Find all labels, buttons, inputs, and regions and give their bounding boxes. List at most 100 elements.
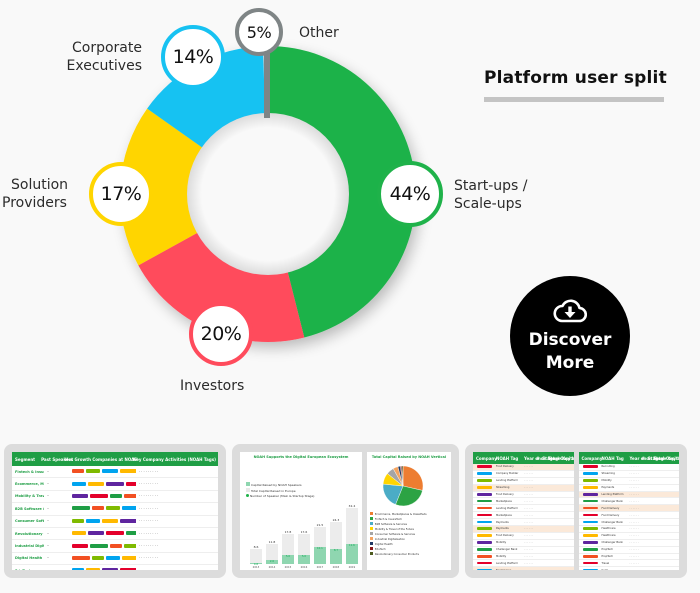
thumbnail-growth-companies[interactable]: Segment Past Speakers Hot Growth Compani… — [4, 444, 226, 578]
logos-cell — [68, 481, 136, 487]
activities-cell: · · · · · · · · · — [139, 544, 158, 549]
table-row: Food Delivery · · · · · · — [473, 533, 574, 540]
details-cell: · · · · · · — [524, 513, 534, 517]
other-pin-line — [264, 52, 270, 118]
details-cell: · · · · · · — [629, 555, 639, 559]
logos-cell — [68, 506, 136, 511]
bar-year-label: 2016 — [300, 566, 308, 569]
noah-tag-cell: Food Delivery — [496, 493, 514, 496]
donut-hole — [187, 113, 349, 275]
table-row: Recruiting · · · · · · — [578, 464, 679, 471]
noah-tag-cell: Travel — [601, 561, 610, 565]
details-cell: · · · · · · — [629, 472, 639, 476]
donut-slice-investors — [138, 222, 305, 342]
noah-tag-cell: Marketplace — [496, 499, 512, 503]
details-cell: · · · · · · — [629, 465, 639, 469]
company-logo-cell — [473, 541, 493, 545]
details-cell: · · · · · · — [627, 569, 642, 570]
logos-cell — [68, 555, 136, 561]
table-row: Food Delivery · · · · · · — [578, 505, 679, 513]
thumbnail-company-list[interactable]: Company NOAH Tag Year on Stage # on Stag… — [465, 444, 687, 578]
bar-total-label: 24.3 — [332, 518, 340, 523]
details-cell: · · · · · · — [524, 479, 534, 483]
noah-tag-cell: Lending Platform — [496, 506, 519, 510]
pie-panel-title: Total Capital Raised by NOAH Vertical — [371, 455, 447, 459]
thumbnail-capital-raised[interactable]: NOAH Supports the Digital European Ecosy… — [232, 444, 459, 578]
thumbnail-capital-raised-content: NOAH Supports the Digital European Ecosy… — [240, 452, 451, 570]
table-body: Recruiting · · · · · · Streaming · · · · · … — [578, 464, 679, 570]
discover-more-button[interactable]: Discover More — [510, 276, 630, 396]
table-row: Consumer Software & Services·· · · · · · … — [12, 516, 218, 528]
bar-column: 8.6 0.8 2013 — [250, 496, 262, 569]
chart-title: Platform user split — [484, 68, 667, 88]
table-row: Company Builder · · · · · · — [473, 471, 574, 478]
bar-year-label: 2013 — [252, 566, 260, 569]
company-logo-cell — [473, 548, 493, 552]
col-header: Key Company Activities (NOAH Tags) — [133, 456, 216, 462]
bar-total: 5.0 — [297, 533, 310, 564]
bar-column: 17.6 5.0 2016 — [297, 496, 310, 569]
mini-pie-legend-item: FinTech & InsureTech — [369, 517, 448, 522]
company-logo-cell — [579, 493, 599, 497]
segment-cell: Industrial Digitalisation — [15, 544, 44, 549]
segment-cell: Mobility & Travel — [15, 494, 44, 499]
bar-noah: 11.6 — [345, 544, 358, 564]
details-cell: · · · · · · — [524, 506, 534, 510]
other-label: Other — [299, 24, 339, 42]
investors-value: 20% — [200, 323, 242, 345]
activities-cell: · · · · · · · · · — [139, 531, 158, 536]
details-cell: · · · · · · — [524, 472, 534, 476]
mini-pie-chart — [382, 465, 424, 507]
bar-total-label: 11.8 — [268, 539, 276, 544]
company-logo-cell — [579, 479, 599, 483]
table-row: Food Delivery · · · · · · — [578, 512, 679, 520]
bar-noah: 8.7 — [329, 549, 342, 564]
speakers-cell: ·· — [47, 519, 50, 524]
activities-cell: · · · · · · · · · — [139, 482, 158, 487]
company-logo-cell — [473, 506, 493, 510]
table-row: Food Delivery · · · · · · — [473, 492, 574, 499]
startups-label: Start-ups / Scale-ups — [454, 177, 527, 213]
table-row: Mobility · · · · · · — [473, 554, 574, 561]
bar-total-label: 8.6 — [253, 545, 259, 550]
col-header: Year on Stage — [629, 455, 661, 461]
details-cell: · · · · · · — [629, 520, 639, 524]
noah-tag-cell: Challenger Bank — [601, 520, 623, 524]
col-header: Hot Growth Companies at NOAH — [65, 456, 138, 462]
startups-label-line1: Start-ups / — [454, 178, 528, 194]
mini-pie-legend-item: Industrial Digitalisation — [369, 537, 448, 542]
table-header: Segment Past Speakers Hot Growth Compani… — [12, 452, 218, 466]
col-header: Past Speakers — [41, 456, 74, 462]
activities-cell: · · · · · · · · · — [139, 506, 158, 511]
activities-cell: · · · · · · · · · — [139, 494, 158, 499]
table-row: Challenger Bank · · · · · · — [578, 498, 679, 506]
startups-value: 44% — [389, 183, 431, 205]
details-cell: · · · · · · — [629, 527, 639, 531]
noah-tag-cell: Streaming — [601, 472, 615, 476]
noah-tag-cell: Challenger Bank — [496, 548, 518, 552]
col-header: Total Capital Raised — [653, 455, 680, 461]
bar-panel-title: NOAH Supports the Digital European Ecosy… — [253, 455, 349, 459]
company-logo-cell — [473, 527, 493, 531]
company-logo-cell — [579, 506, 599, 510]
table-row: Payments · · · · · · — [578, 485, 679, 492]
mini-pie-legend-item: B2B Software & Services — [369, 522, 448, 527]
noah-tag-cell: Mobility — [601, 479, 612, 483]
company-logo-cell — [579, 499, 599, 503]
discover-more-line1: Discover — [528, 330, 612, 350]
company-logo-cell — [579, 465, 599, 469]
table-row: PropTech · · · · · · — [578, 547, 679, 554]
table-row: Streaming · · · · · · — [473, 484, 574, 492]
bar-year-label: 2017 — [316, 566, 324, 569]
noah-tag-cell: Food Delivery — [601, 506, 620, 510]
discover-more-line2: More — [545, 353, 595, 373]
table-row: Digital Health ·· · · · · · · · · · — [12, 553, 218, 566]
details-cell: · · · · · · — [629, 541, 639, 545]
activities-cell: · · · · · · · · · — [139, 469, 158, 474]
mini-pie-slice — [395, 485, 423, 507]
noah-tag-cell: Mobility — [496, 541, 507, 545]
bar-legend: Capital Raised by NOAH Speakers Total Ca… — [246, 482, 314, 499]
noah-tag-cell: Marketplace — [496, 513, 512, 517]
company-logo-cell — [473, 555, 493, 559]
bar-column: 32.4 11.6 2019 — [345, 496, 358, 569]
